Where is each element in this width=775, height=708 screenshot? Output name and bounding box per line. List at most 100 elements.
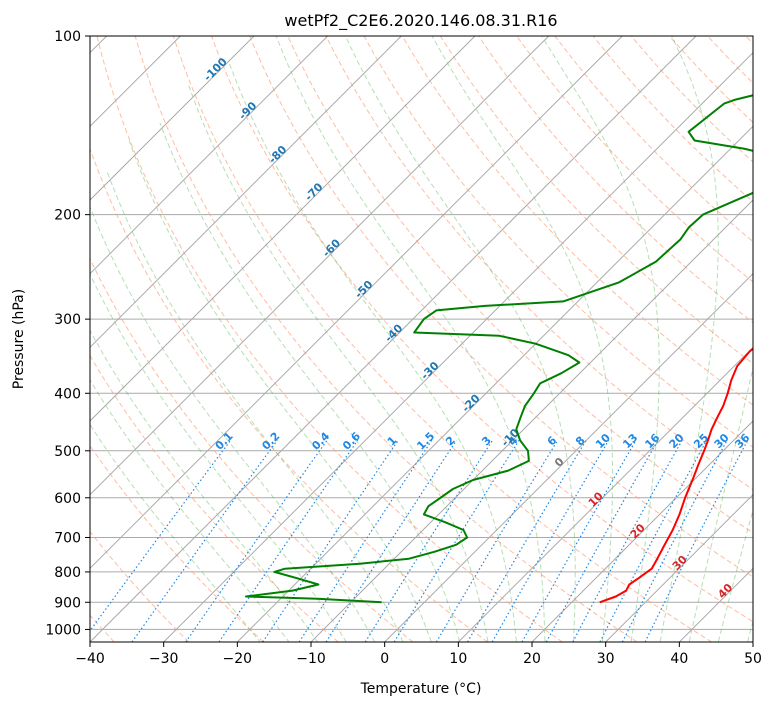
dry-adiabat-line xyxy=(478,36,753,324)
mixing-ratio-label: 20 xyxy=(667,431,687,451)
x-tick-label: 30 xyxy=(597,651,615,667)
mixing-ratio-line xyxy=(545,440,659,642)
dry-adiabat-line xyxy=(363,36,753,448)
moist-adiabat-line xyxy=(344,36,576,642)
isotherm-label: -20 xyxy=(459,392,482,415)
profiles xyxy=(245,94,753,604)
isotherm-label: -30 xyxy=(418,359,441,382)
line-labels: 0.1 0.2 0.4 0.6 1 1.5 2 3 4 6 8 10 13 16 20 25 30 36-100-… xyxy=(201,55,752,601)
x-tick-label: 20 xyxy=(523,651,541,667)
isotherm-label: -100 xyxy=(201,55,230,84)
moist-adiabat-label: 20 xyxy=(628,521,648,541)
plot-area: 0.1 0.2 0.4 0.6 1 1.5 2 3 4 6 8 10 13 16 20 25 30 36-100-… xyxy=(90,36,753,642)
pressure-gridlines xyxy=(90,36,753,630)
x-tick-label: 0 xyxy=(380,651,389,667)
dry-adiabat-line xyxy=(707,36,753,84)
plot-frame xyxy=(89,35,754,643)
series-line xyxy=(599,347,753,604)
x-tick-label: −30 xyxy=(149,651,179,667)
isotherm-label: -50 xyxy=(352,278,375,301)
mixing-ratio-label: 6 xyxy=(545,434,560,449)
moist-adiabat-line xyxy=(90,205,376,642)
mixing-ratio-label: 2 xyxy=(443,434,458,449)
isotherm-line xyxy=(90,36,402,349)
dry-adiabat-line xyxy=(249,36,753,578)
isotherm-line xyxy=(90,36,697,642)
y-axis: 100 200 300 400 500 600 700 800 900 1000 xyxy=(45,29,90,638)
y-tick-label: 900 xyxy=(54,595,81,611)
y-tick-label: 700 xyxy=(54,531,81,547)
isotherm-line xyxy=(310,199,753,642)
moist-adiabat-line xyxy=(90,329,319,642)
isotherm-line xyxy=(531,420,753,642)
series-line xyxy=(245,94,753,604)
mixing-ratio-label: 13 xyxy=(620,431,640,451)
isotherm-line xyxy=(90,36,623,570)
mixing-ratio-line xyxy=(262,439,399,642)
dry-adiabat-line xyxy=(401,36,753,406)
moist-adiabat-line xyxy=(159,122,461,642)
dry-adiabat-line xyxy=(90,147,488,642)
y-tick-label: 200 xyxy=(54,208,81,224)
isotherm-line xyxy=(752,641,753,642)
isotherm-line xyxy=(384,272,753,642)
mixing-ratio-label: 0.4 xyxy=(309,429,332,452)
mixing-ratio-line xyxy=(325,439,457,642)
moist-adiabat-line xyxy=(227,60,517,642)
y-tick-label: 400 xyxy=(54,386,81,402)
chart-title: wetPf2_C2E6.2020.146.08.31.R16 xyxy=(284,11,557,31)
moist-adiabat-line xyxy=(431,36,614,642)
dry-adiabat-line xyxy=(516,36,753,283)
mixing-ratio-label: 8 xyxy=(573,434,588,449)
mixing-ratio-label: 0.6 xyxy=(340,429,363,452)
mixing-ratio-label: 0.2 xyxy=(259,430,282,453)
moist-adiabat-line xyxy=(688,365,753,642)
mixing-ratio-line xyxy=(621,440,728,642)
dry-adiabat-line xyxy=(745,36,753,45)
mixing-ratio-line xyxy=(393,439,520,642)
isotherm-line xyxy=(605,493,753,642)
mixing-ratio-label: 1 xyxy=(385,434,400,449)
isotherm-label: -70 xyxy=(302,180,325,203)
y-tick-label: 300 xyxy=(54,312,81,328)
isotherm-line xyxy=(90,36,255,201)
dry-adiabat-line xyxy=(287,36,753,534)
x-tick-label: 50 xyxy=(744,651,762,667)
x-axis-label: Temperature (°C) xyxy=(360,681,482,697)
moist-adiabat-line xyxy=(187,82,489,642)
moist-adiabat-line xyxy=(275,36,546,642)
isotherm-label: -80 xyxy=(266,143,289,166)
isotherm-line xyxy=(457,346,753,642)
mixing-ratio-line xyxy=(466,439,587,642)
moist-adiabat-line xyxy=(90,423,261,642)
x-tick-label: −40 xyxy=(75,651,105,667)
mixing-ratio-label: 16 xyxy=(642,431,662,451)
isotherm-label: -60 xyxy=(320,236,343,259)
mixing-ratio-label: 1.5 xyxy=(414,430,437,453)
mixing-ratio-label: 36 xyxy=(732,431,752,451)
y-tick-label: 500 xyxy=(54,444,81,460)
moist-adiabat-line xyxy=(541,36,660,642)
mixing-ratio-line xyxy=(131,439,278,642)
isotherm-line xyxy=(236,125,753,642)
isotherm-line xyxy=(90,36,476,422)
mixing-ratio-line xyxy=(218,439,359,642)
dry-adiabat-line xyxy=(669,36,753,124)
mixing-ratio-label: 3 xyxy=(479,434,494,449)
dry-adiabat-line xyxy=(90,354,339,642)
y-tick-label: 100 xyxy=(54,29,81,45)
mixing-ratio-label: 30 xyxy=(712,431,732,451)
dry-adiabat-line xyxy=(554,36,753,243)
moist-adiabat-line xyxy=(746,619,753,642)
moist-adiabat-line xyxy=(107,172,404,642)
isotherm-line xyxy=(90,36,329,275)
dry-adiabat-line xyxy=(172,36,712,642)
dry-adiabat-line xyxy=(90,444,264,642)
y-axis-label: Pressure (hPa) xyxy=(11,289,27,389)
y-tick-label: 1000 xyxy=(45,622,81,638)
moist-adiabat-label: 10 xyxy=(586,489,606,509)
x-axis: −40 −30 −20 −10 0 10 20 30 40 50 xyxy=(75,642,762,667)
mixing-ratio-lines xyxy=(90,439,749,642)
dry-adiabat-line xyxy=(211,36,753,623)
